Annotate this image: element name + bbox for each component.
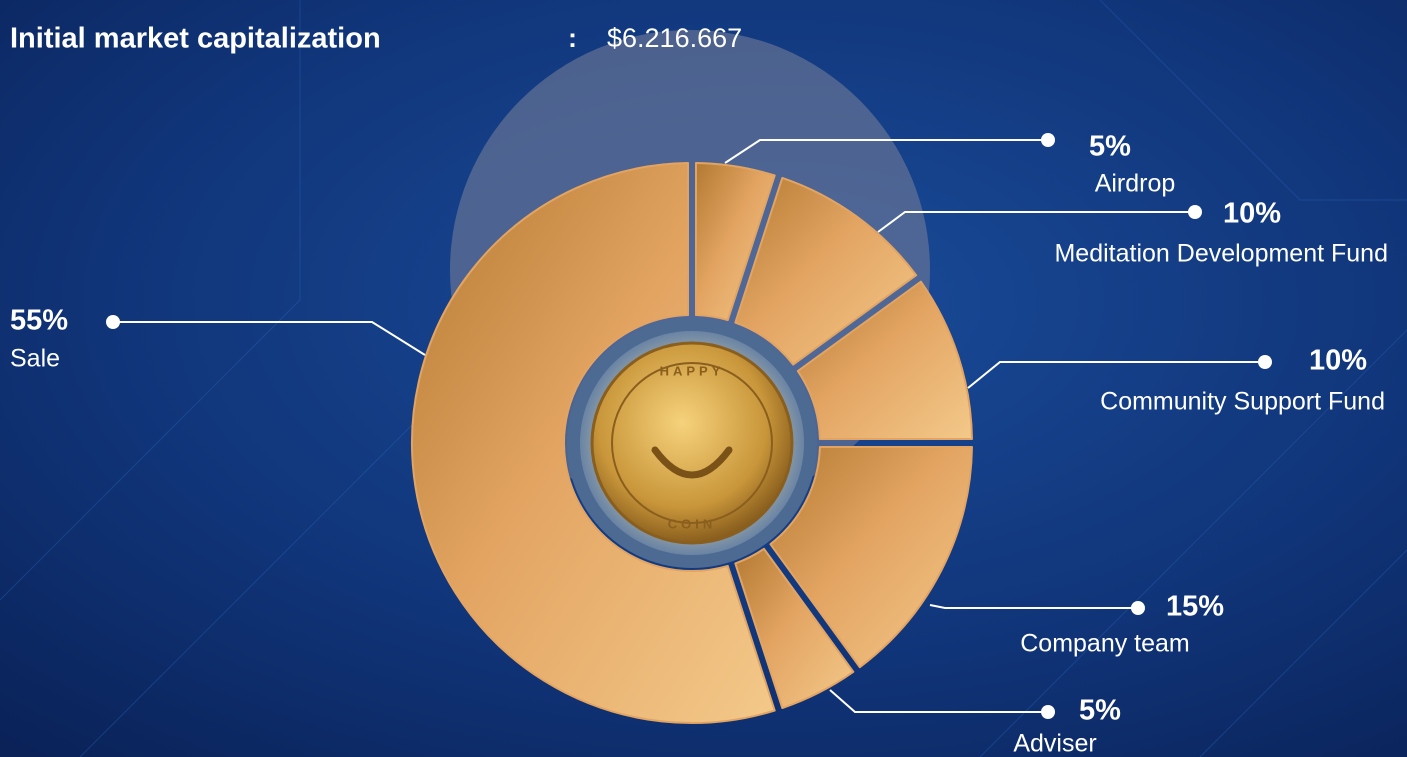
- category-label: Company team: [1020, 630, 1190, 658]
- leader-line: [829, 689, 1048, 713]
- slice: [411, 162, 776, 724]
- slice: [734, 176, 918, 366]
- title-separator: :: [568, 23, 577, 53]
- coin-smile: [651, 446, 733, 479]
- leader-dot: [1188, 205, 1202, 219]
- slice: [734, 547, 855, 710]
- value-label: 5%: [1079, 695, 1121, 727]
- category-label: Adviser: [1013, 730, 1096, 757]
- category-label: Community Support Fund: [1100, 388, 1385, 416]
- slice: [694, 162, 776, 322]
- value-label: 15%: [1166, 591, 1224, 623]
- leader-line: [929, 604, 1138, 609]
- market-cap-value: $6.216.667: [607, 23, 742, 53]
- coin-inner-ring: [611, 362, 773, 524]
- category-label: Meditation Development Fund: [1054, 240, 1388, 268]
- coin-top-label: HAPPY: [660, 363, 725, 378]
- leader-dot: [106, 315, 120, 329]
- category-label: Airdrop: [1095, 170, 1176, 198]
- slice: [796, 280, 973, 441]
- slice: [769, 445, 973, 669]
- value-label: 10%: [1223, 198, 1281, 230]
- leader-dot: [1131, 601, 1145, 615]
- leader-line: [967, 361, 1265, 389]
- value-label: 10%: [1309, 345, 1367, 377]
- leader-dot: [1041, 133, 1055, 147]
- leader-dot: [1258, 355, 1272, 369]
- donut: [411, 162, 973, 724]
- value-label: 5%: [1089, 131, 1131, 163]
- coin-bottom-label: COIN: [668, 516, 717, 531]
- leader-line: [877, 211, 1195, 233]
- coin: [590, 341, 794, 545]
- title: Initial market capitalization: [10, 23, 381, 55]
- category-label: Sale: [10, 345, 60, 373]
- leader-line: [113, 321, 426, 356]
- leader-line: [724, 139, 1048, 164]
- value-label: 55%: [10, 305, 68, 337]
- leader-dot: [1041, 705, 1055, 719]
